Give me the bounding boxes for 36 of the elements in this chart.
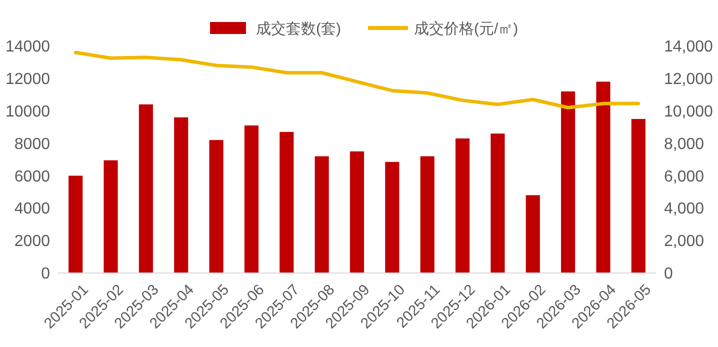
bar	[490, 134, 505, 273]
y2-tick-label: 0	[664, 266, 673, 283]
y-tick-label: 6000	[14, 168, 50, 186]
bar	[244, 125, 259, 273]
bar	[596, 82, 610, 273]
y-tick-label: 8000	[14, 136, 50, 153]
bar	[104, 160, 118, 273]
y2-tick-label: 10,000	[664, 103, 714, 120]
y2-tick-label: 2,000	[664, 233, 704, 250]
legend-label: 成交套数(套)	[256, 20, 341, 38]
y2-tick-label: 12,000	[664, 71, 714, 88]
bar	[350, 151, 364, 273]
bar	[385, 162, 400, 273]
bar	[138, 104, 153, 273]
y-tick-label: 12000	[6, 71, 50, 88]
y-tick-label: 14000	[6, 38, 50, 56]
legend-label: 成交价格(元/㎡)	[414, 20, 518, 38]
bar	[526, 195, 540, 273]
y-tick-label: 4000	[14, 200, 50, 218]
bar	[420, 156, 434, 273]
y2-tick-label: 8,000	[664, 136, 704, 153]
bar	[174, 117, 188, 273]
bar	[209, 140, 224, 273]
bar	[455, 138, 470, 273]
y2-tick-label: 4,000	[664, 200, 704, 218]
bar	[280, 132, 294, 273]
y2-tick-label: 14,000	[664, 38, 714, 56]
y-tick-label: 0	[41, 266, 50, 283]
y-tick-label: 2000	[14, 233, 50, 250]
bar	[561, 91, 576, 273]
bar	[68, 176, 83, 273]
bar	[314, 156, 329, 273]
y2-tick-label: 6,000	[664, 168, 704, 186]
line-series	[74, 50, 640, 110]
y-tick-label: 10000	[6, 103, 50, 120]
bar	[631, 118, 646, 273]
